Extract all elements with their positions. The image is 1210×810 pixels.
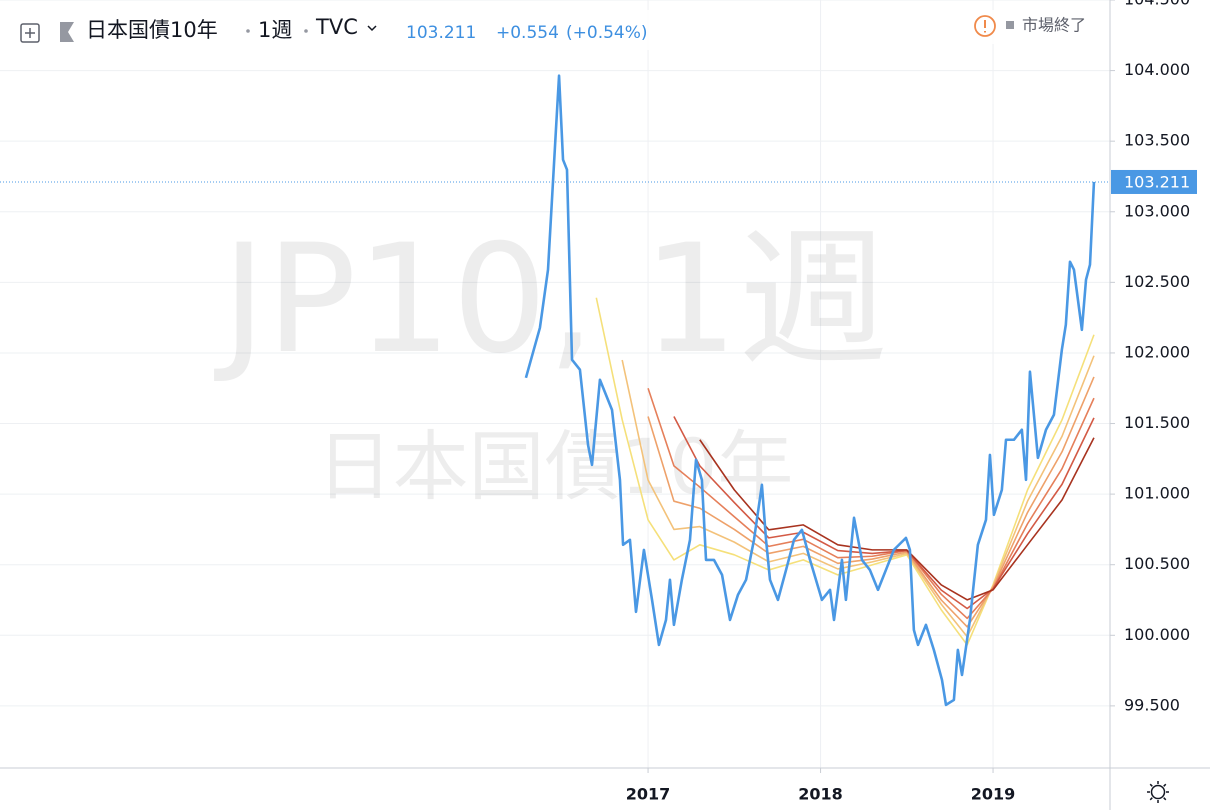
- plot-area: [0, 74, 1110, 707]
- moving-average-line: [621, 355, 1095, 638]
- moving-average-line: [647, 387, 1095, 620]
- y-tick-label: 100.000: [1124, 625, 1190, 644]
- watermark-name: 日本国債10年: [317, 422, 794, 511]
- last-price-label-bg: [1111, 169, 1197, 194]
- interval[interactable]: 1週: [258, 18, 292, 42]
- exchange[interactable]: TVC: [315, 15, 358, 39]
- status-dot: [1006, 21, 1014, 29]
- y-tick-label: 102.500: [1124, 272, 1190, 291]
- x-tick-label: 2019: [971, 785, 1016, 804]
- last-price-label: 103.211: [1124, 172, 1190, 191]
- x-tick-label: 2017: [626, 785, 671, 804]
- price-line: [524, 74, 1096, 707]
- flag-icon: [60, 22, 74, 42]
- separator: [246, 29, 250, 33]
- moving-average-line: [673, 416, 1095, 610]
- y-tick-label: 102.000: [1124, 342, 1190, 361]
- y-tick-label: 101.500: [1124, 413, 1190, 432]
- watermark-symbol: JP10, 1週: [214, 213, 888, 387]
- header-bg: [0, 10, 660, 50]
- y-tick-label: 100.500: [1124, 554, 1190, 573]
- warning-icon[interactable]: [974, 15, 996, 37]
- symbol-name[interactable]: 日本国債10年: [86, 18, 218, 42]
- settings-button[interactable]: [1147, 781, 1169, 803]
- status-bg: [970, 10, 1108, 44]
- moving-average-line: [699, 437, 1095, 601]
- moving-average-line: [595, 297, 1095, 646]
- separator: [304, 29, 308, 33]
- y-tick-label: 103.000: [1124, 201, 1190, 220]
- grid: [0, 0, 1110, 768]
- chevron[interactable]: [367, 25, 377, 32]
- axes: 99.500 100.000 100.500 101.000 101.500 102.00…: [626, 0, 1197, 804]
- y-tick-label: 104.000: [1124, 60, 1190, 79]
- moving-average-line: [647, 376, 1095, 628]
- y-tick-label: 101.000: [1124, 484, 1190, 503]
- price-change-percent: (+0.54%): [566, 23, 648, 43]
- price-change: +0.554: [496, 23, 559, 43]
- x-tick-label: 2018: [798, 785, 843, 804]
- y-tick-label: 104.500: [1124, 0, 1190, 9]
- plus-icon: [25, 28, 35, 38]
- y-tick-label: 103.500: [1124, 131, 1190, 150]
- last-price: 103.211: [406, 23, 476, 43]
- add-symbol-button[interactable]: [20, 23, 40, 43]
- y-tick-label: 99.500: [1124, 695, 1180, 714]
- market-status: 市場終了: [1022, 16, 1086, 35]
